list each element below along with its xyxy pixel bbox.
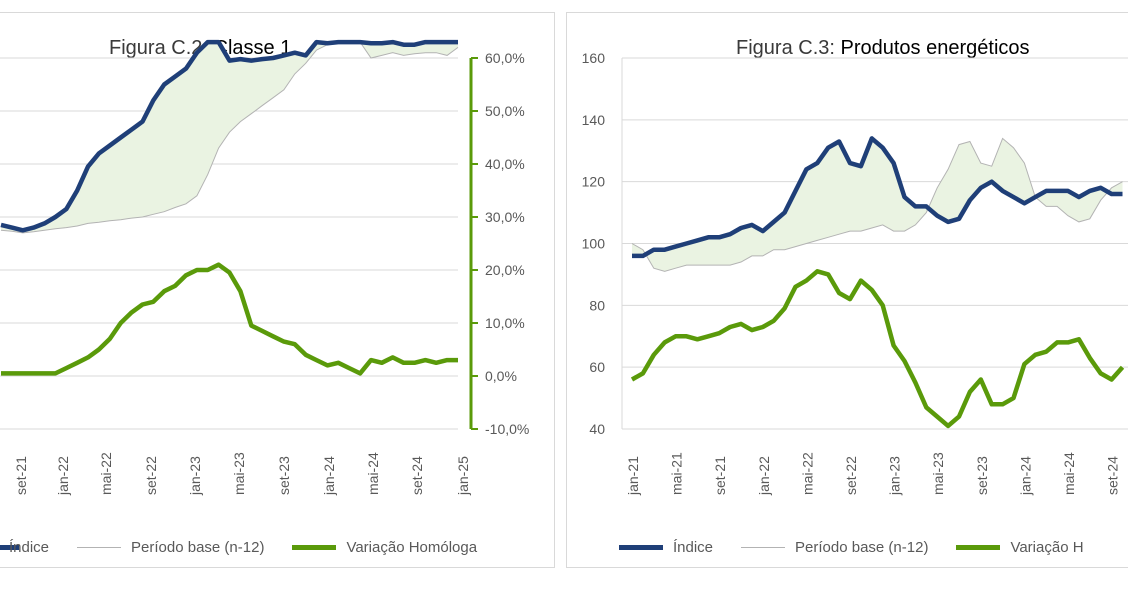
x-tick-label: set-24 <box>409 456 425 495</box>
legend-item-yoy: Variação Homóloga <box>292 539 477 556</box>
legend-label-yoy: Variação Homóloga <box>346 539 478 556</box>
x-tick-label: set-23 <box>974 456 990 495</box>
chart-panel-produtos-energeticos: Figura C.3: Produtos energéticos 160 140 1… <box>566 12 1128 568</box>
right-tick-label: 10,0% <box>485 315 525 331</box>
area-fill <box>1 42 458 233</box>
legend-item-index: Índice <box>619 539 713 556</box>
x-tick-label: mai-21 <box>669 452 685 495</box>
legend-item-yoy: Variação H <box>956 539 1084 556</box>
right-tick-label: 40,0% <box>485 156 525 172</box>
legend-item-base: Período base (n-12) <box>741 539 928 556</box>
right-tick-label: 50,0% <box>485 103 525 119</box>
x-tick-label: set-21 <box>712 456 728 495</box>
x-tick-label: jan-24 <box>1017 456 1033 496</box>
chart-title-name: Classe 1 <box>213 37 292 59</box>
x-tick-label: mai-23 <box>231 452 247 495</box>
series-index-line <box>0 39 458 233</box>
x-tick-label: mai-23 <box>930 452 946 495</box>
left-tick-label: 160 <box>582 50 606 66</box>
left-tick-label: 60 <box>589 359 605 375</box>
legend-item-index: Índice <box>0 539 49 556</box>
legend-label-yoy: Variação H <box>1010 539 1084 556</box>
x-tick-label: jan-23 <box>887 456 903 496</box>
right-tick-label: 60,0% <box>485 50 525 66</box>
x-tick-label: set-22 <box>143 456 159 495</box>
x-tick-label: set-23 <box>276 456 292 495</box>
legend-swatch-yoy <box>292 545 337 550</box>
legend-label-base: Período base (n-12) <box>131 539 265 556</box>
legend-label-base: Período base (n-12) <box>795 539 929 556</box>
right-tick-label: 30,0% <box>485 209 525 225</box>
series-yoy-line <box>630 269 1125 429</box>
x-tick-label: jan-23 <box>187 456 203 496</box>
legend-swatch-yoy <box>956 545 1001 550</box>
chart-title-prefix: Figura C.3: <box>736 37 835 59</box>
right-tick-label: 0,0% <box>485 368 517 384</box>
x-tick-label: jan-22 <box>55 456 71 496</box>
series-index-line <box>632 136 1123 259</box>
left-tick-label: 100 <box>582 236 606 252</box>
chart-plot-produtos-energeticos: 160 140 120 100 80 60 40 jan-21 mai-21 set-21 jan-… <box>582 50 1128 496</box>
chart-title-name: Produtos energéticos <box>840 37 1030 59</box>
legend-swatch-base <box>741 547 786 548</box>
chart-panel-classe-1: Figura C.2: Classe 1 60,0% 50,0% 40,0% 30,0… <box>0 12 555 568</box>
legend-swatch-index <box>0 545 19 550</box>
chart-title: Figura C.3: Produtos energéticos <box>736 37 1030 60</box>
left-tick-label: 80 <box>589 297 605 313</box>
x-tick-label: mai-22 <box>98 452 114 495</box>
chart-plot-classe-1: 60,0% 50,0% 40,0% 30,0% 20,0% 10,0% 0,0% -10,0%… <box>0 39 529 496</box>
legend-item-base: Período base (n-12) <box>77 539 264 556</box>
series-yoy-line <box>1 262 458 376</box>
legend-swatch-base <box>77 547 122 548</box>
area-fill <box>632 138 1123 272</box>
x-tick-label: mai-22 <box>799 452 815 495</box>
x-tick-label: jan-24 <box>321 456 337 496</box>
left-tick-label: 120 <box>582 174 606 190</box>
series-base-line <box>631 137 1123 272</box>
series-base-line <box>0 41 459 234</box>
x-tick-label: set-24 <box>1105 456 1121 495</box>
left-tick-label: 140 <box>582 112 606 128</box>
chart-title: Figura C.2: Classe 1 <box>109 37 291 60</box>
x-tick-label: jan-21 <box>625 456 641 496</box>
x-tick-label: set-22 <box>843 456 859 495</box>
chart-legend: Índice Período base (n-12) Variação H <box>619 539 1112 556</box>
legend-label-index: Índice <box>673 539 714 556</box>
x-tick-label: jan-22 <box>756 456 772 496</box>
x-tick-label: jan-25 <box>455 456 471 496</box>
right-tick-label: 20,0% <box>485 262 525 278</box>
legend-label-index: Índice <box>9 539 50 556</box>
x-tick-label: mai-24 <box>365 452 381 495</box>
legend-swatch-index <box>619 545 663 550</box>
left-tick-label: 40 <box>589 421 605 437</box>
right-tick-label: -10,0% <box>485 421 529 437</box>
chart-legend: Índice Período base (n-12) Variação Homó… <box>0 539 505 556</box>
chart-title-prefix: Figura C.2: <box>109 37 208 59</box>
x-tick-label: set-21 <box>13 456 29 495</box>
x-tick-label: mai-24 <box>1061 452 1077 495</box>
